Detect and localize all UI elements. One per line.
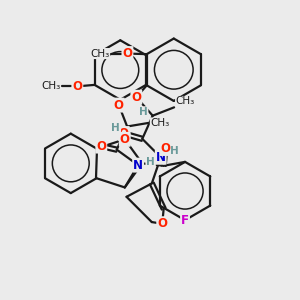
Text: O: O — [72, 80, 82, 93]
Text: F: F — [181, 214, 189, 226]
Text: O: O — [114, 99, 124, 112]
Text: O: O — [157, 217, 167, 230]
Text: O: O — [160, 142, 170, 155]
Text: H: H — [139, 107, 148, 117]
Text: H: H — [112, 123, 120, 133]
Text: N: N — [133, 159, 143, 172]
Text: O: O — [131, 91, 141, 104]
Text: H: H — [170, 146, 178, 156]
Text: O: O — [96, 140, 106, 153]
Text: CH₃: CH₃ — [150, 118, 170, 128]
Text: H: H — [146, 157, 155, 166]
Text: CH₃: CH₃ — [90, 49, 110, 58]
Text: O: O — [119, 127, 129, 140]
Text: N: N — [156, 151, 166, 164]
Text: O: O — [120, 133, 130, 146]
Text: CH₃: CH₃ — [41, 81, 60, 92]
Text: O: O — [122, 47, 132, 60]
Text: CH₃: CH₃ — [176, 97, 195, 106]
